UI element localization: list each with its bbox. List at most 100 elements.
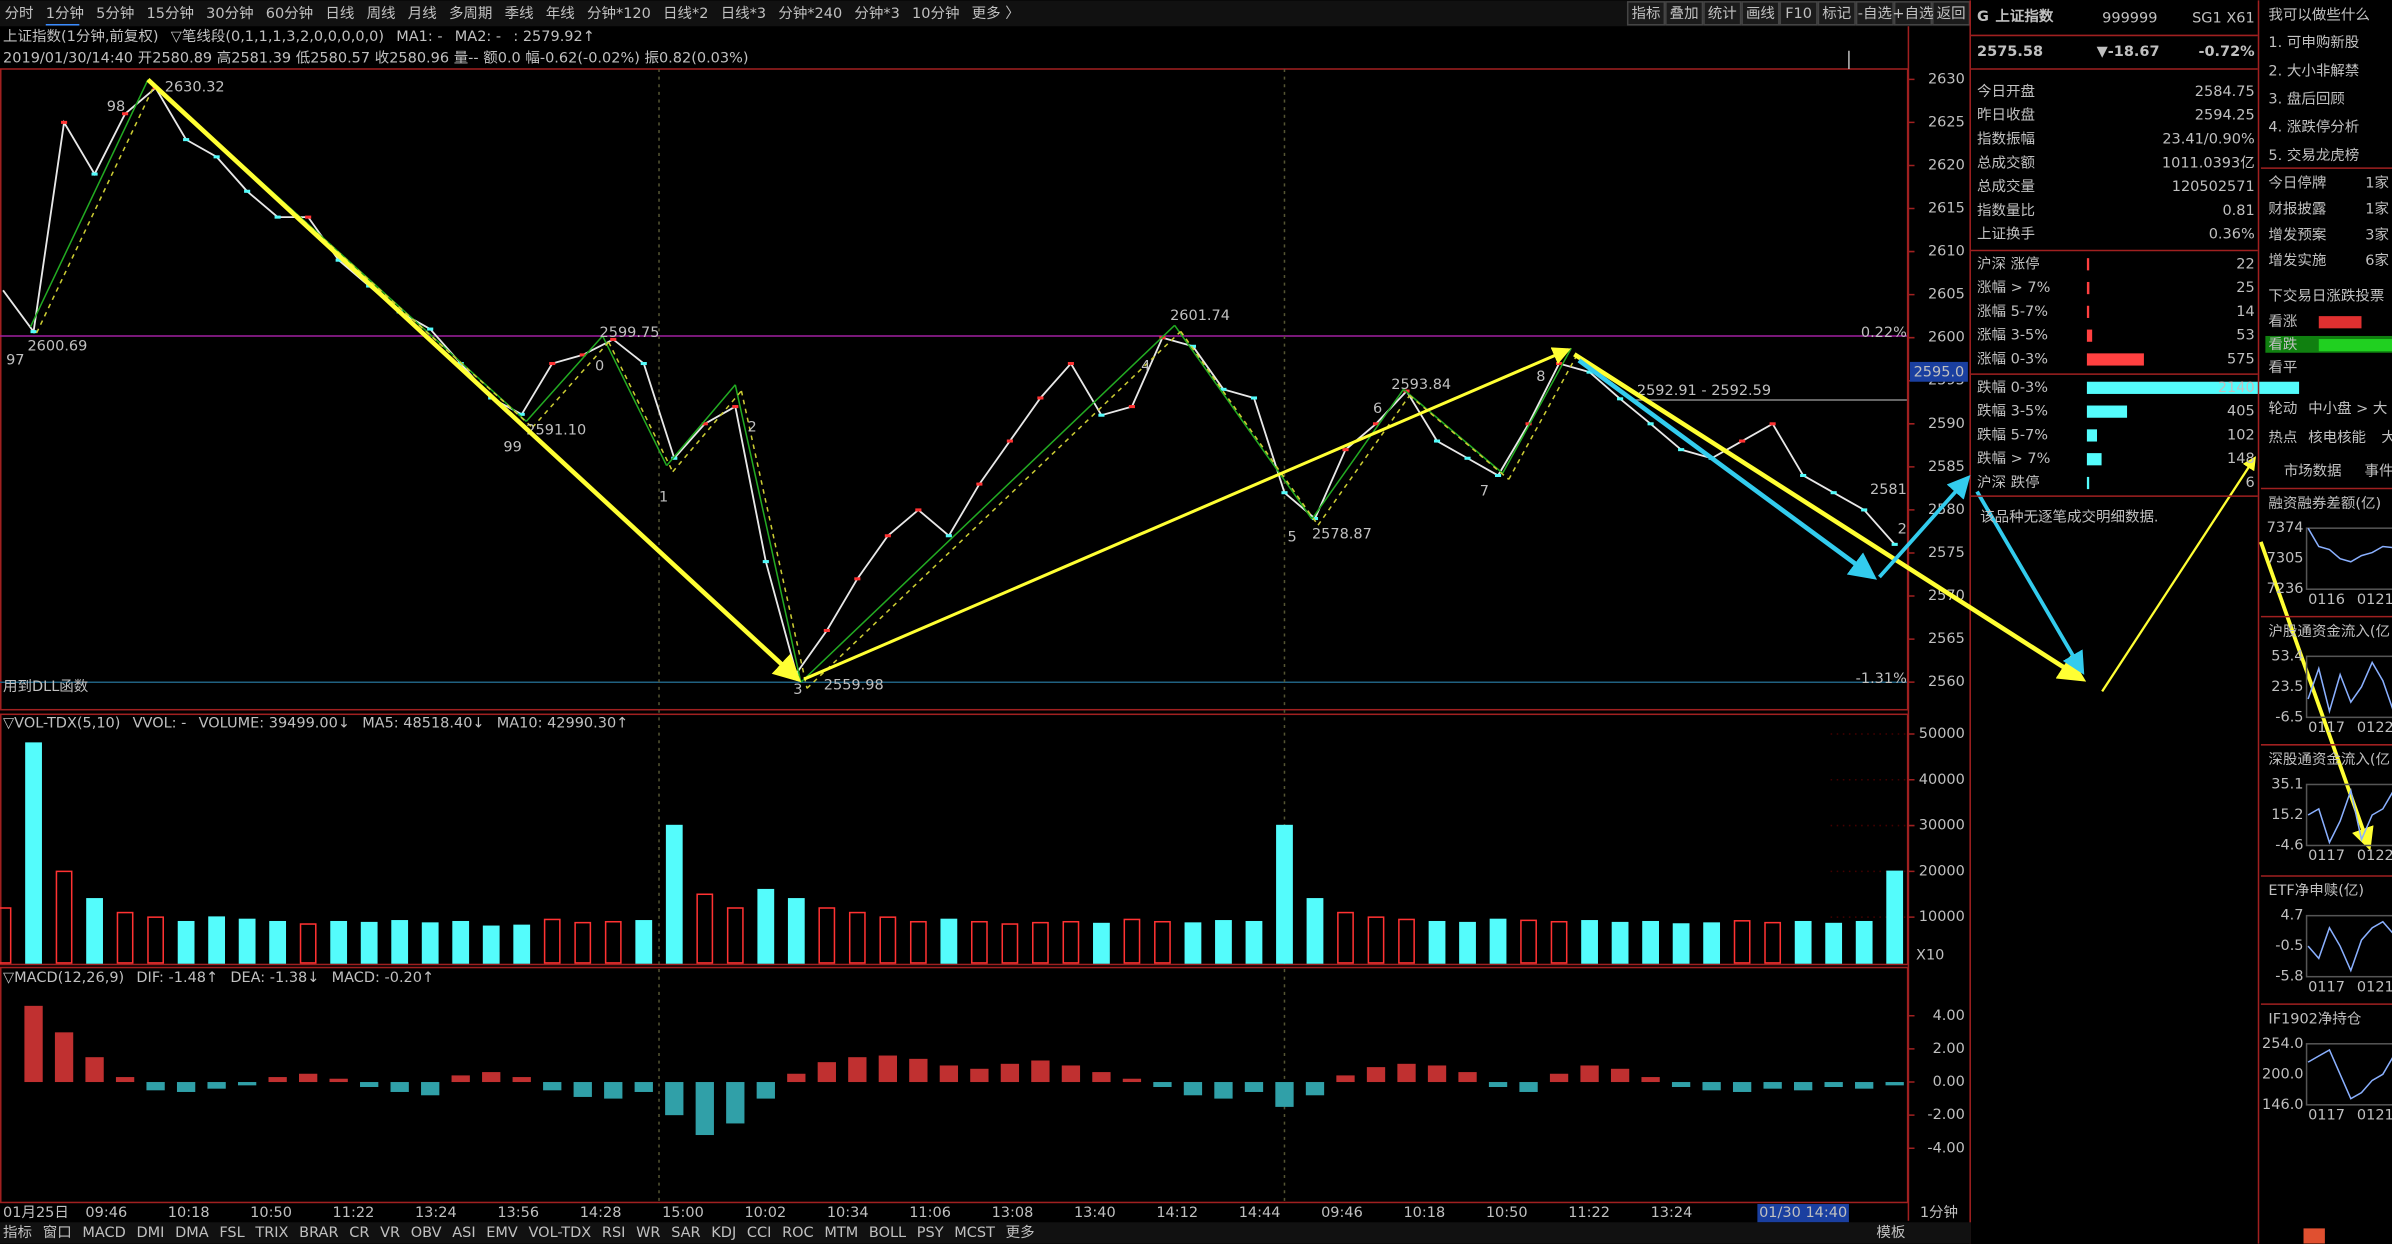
volume-bar: [1855, 920, 1873, 964]
toolbar-button-label[interactable]: 叠加: [1670, 5, 1699, 22]
period-tab[interactable]: 月线: [408, 5, 437, 22]
indicator-tab[interactable]: ROC: [782, 1225, 814, 1241]
indicator-tab[interactable]: DMI: [136, 1225, 164, 1241]
indicator-tab[interactable]: WR: [636, 1225, 660, 1241]
indicator-tab[interactable]: CCI: [747, 1225, 772, 1241]
period-tab[interactable]: 10分钟: [912, 5, 959, 22]
toolbar-button[interactable]: [1817, 1, 1856, 26]
wave-label: 98: [107, 99, 125, 115]
x-tick-label: 09:46: [85, 1205, 127, 1221]
side-item[interactable]: 1. 可申购新股: [2268, 34, 2359, 51]
indicator-tab[interactable]: TRIX: [254, 1225, 288, 1241]
wave-label: 4: [1141, 358, 1150, 374]
period-tab[interactable]: 日线*3: [721, 5, 766, 22]
toolbar-button[interactable]: [1626, 1, 1666, 26]
side-item[interactable]: 4. 涨跌停分析: [2268, 119, 2359, 136]
toolbar-button[interactable]: [1741, 1, 1780, 26]
period-tab[interactable]: 60分钟: [266, 5, 313, 22]
side-tab[interactable]: 市场数据: [2284, 463, 2342, 480]
period-tab[interactable]: 日线*2: [663, 5, 708, 22]
period-tab[interactable]: 季线: [505, 5, 534, 22]
macd-bar: [909, 1058, 928, 1083]
volume-bar: [787, 898, 805, 964]
period-tab[interactable]: 5分钟: [96, 5, 134, 22]
period-tab[interactable]: 分时: [5, 5, 34, 22]
toolbar-button-label[interactable]: 标记: [1822, 5, 1851, 22]
indicator-tab[interactable]: ASI: [452, 1225, 475, 1241]
indicator-tab[interactable]: 更多: [1006, 1224, 1035, 1241]
period-tab[interactable]: 更多 〉: [972, 5, 1020, 22]
side-tab[interactable]: 事件: [2365, 463, 2392, 480]
volume-bar: [818, 907, 836, 964]
indicator-tab[interactable]: MTM: [824, 1225, 858, 1241]
macd-bar: [1732, 1082, 1752, 1092]
volume-bar: [970, 920, 988, 964]
period-tab[interactable]: 30分钟: [206, 5, 253, 22]
period-label: 1分钟: [1920, 1204, 1958, 1221]
indicator-tab[interactable]: BRAR: [299, 1225, 338, 1241]
stat-label: 增发预案: [2268, 225, 2326, 243]
wave-dash: [531, 341, 610, 429]
x-tick-label: 10:50: [250, 1205, 292, 1221]
period-tab[interactable]: 年线: [546, 5, 575, 22]
toolbar-button-label[interactable]: -自选: [1858, 5, 1892, 22]
indicator-tab[interactable]: MCST: [954, 1225, 995, 1241]
toolbar-button[interactable]: [1893, 1, 1933, 26]
quote-label: 上证换手: [1977, 226, 2035, 243]
volume-bar: [1489, 918, 1507, 964]
toolbar-button[interactable]: [1855, 1, 1894, 26]
toolbar-button[interactable]: [1665, 1, 1704, 26]
indicator-tab[interactable]: RSI: [602, 1225, 626, 1241]
breadth-label: 涨幅 > 7%: [1977, 279, 2050, 296]
toolbar-button-label[interactable]: 返回: [1937, 5, 1966, 22]
side-item[interactable]: 2. 大小非解禁: [2268, 62, 2359, 79]
volume-bar: [757, 888, 775, 964]
period-tab[interactable]: 分钟*120: [587, 5, 651, 22]
period-tab[interactable]: 分钟*3: [854, 5, 899, 22]
toolbar-button-label[interactable]: 统计: [1708, 5, 1737, 22]
macd-header: MACD: -0.20↑: [332, 970, 435, 986]
macd-bar: [329, 1078, 348, 1083]
side-item[interactable]: 5. 交易龙虎榜: [2268, 146, 2359, 164]
indicator-tab[interactable]: 指标: [3, 1224, 32, 1241]
period-tab[interactable]: 分钟*240: [778, 5, 842, 22]
macd-bar: [1824, 1082, 1843, 1088]
indicator-tab[interactable]: KDJ: [711, 1225, 736, 1241]
indicator-tab[interactable]: DMA: [175, 1225, 209, 1241]
macd-bar: [1000, 1063, 1020, 1083]
period-tab[interactable]: 15分钟: [147, 5, 194, 22]
macd-bar: [207, 1082, 226, 1089]
toolbar-button-label[interactable]: F10: [1785, 6, 1812, 22]
indicator-tab[interactable]: CR: [349, 1225, 369, 1241]
period-tab[interactable]: 1分钟: [46, 5, 84, 22]
toolbar-button-label[interactable]: 指标: [1632, 5, 1661, 22]
period-tab[interactable]: 日线: [325, 5, 354, 22]
indicator-tab[interactable]: VR: [380, 1225, 400, 1241]
indicator-tab[interactable]: FSL: [219, 1225, 244, 1241]
toolbar-button-label[interactable]: 画线: [1746, 5, 1775, 22]
indicator-tab[interactable]: VOL-TDX: [529, 1225, 592, 1241]
indicator-tab[interactable]: 窗口: [43, 1223, 72, 1241]
toolbar-button-label[interactable]: +自选: [1892, 5, 1933, 22]
quote-value: 120502571: [2172, 179, 2255, 195]
toolbar-button[interactable]: [1779, 1, 1818, 26]
wave-line: [1501, 347, 1572, 474]
vote-label[interactable]: 看涨: [2268, 313, 2297, 330]
breadth-label: 沪深 跌停: [1977, 474, 2040, 491]
mini-frame: [2305, 655, 2392, 719]
side-item[interactable]: 3. 盘后回顾: [2268, 90, 2344, 108]
vote-label[interactable]: 看平: [2268, 359, 2297, 376]
indicator-tab[interactable]: SAR: [671, 1225, 700, 1241]
template-tab[interactable]: 模板: [1876, 1223, 1905, 1241]
breadth-count: 575: [2227, 351, 2255, 367]
indicator-tab[interactable]: OBV: [411, 1225, 442, 1241]
period-tab[interactable]: 多周期: [449, 5, 492, 22]
period-tab[interactable]: 周线: [367, 5, 396, 22]
indicator-tab[interactable]: MACD: [82, 1225, 125, 1241]
vote-label[interactable]: 看跌: [2268, 336, 2297, 353]
indicator-tab[interactable]: BOLL: [869, 1225, 906, 1241]
toolbar-button[interactable]: [1703, 1, 1742, 26]
indicator-tab[interactable]: EMV: [486, 1225, 518, 1241]
stat-value: 6家: [2365, 252, 2389, 269]
indicator-tab[interactable]: PSY: [917, 1225, 944, 1241]
